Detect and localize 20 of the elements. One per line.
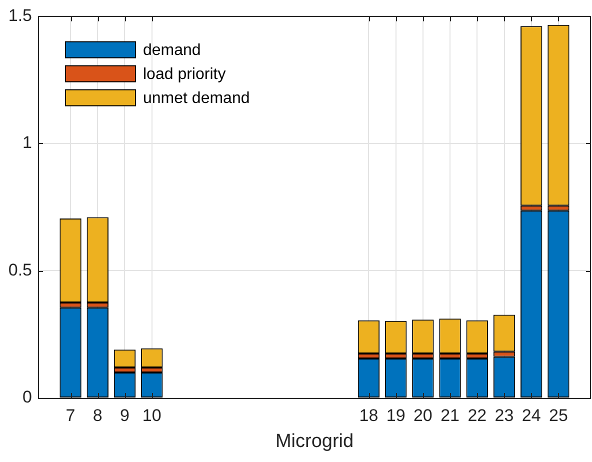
legend-label: demand <box>143 42 201 60</box>
legend-label: unmet demand <box>143 90 250 108</box>
x-tick-label: 7 <box>66 406 76 425</box>
x-tick-label: 8 <box>92 406 102 425</box>
y-tick-label: 0 <box>22 388 32 407</box>
x-tick-label: 10 <box>142 406 162 425</box>
x-tick-label: 9 <box>120 406 130 425</box>
y-tick-label: 1 <box>22 133 32 152</box>
legend-label: load priority <box>143 66 226 84</box>
x-tick-label: 20 <box>413 406 432 425</box>
x-tick-label: 18 <box>359 406 378 425</box>
x-tick-label: 22 <box>468 406 487 425</box>
x-tick-label: 25 <box>549 406 568 425</box>
y-tick-label: 0.5 <box>8 260 32 280</box>
x-tick-label: 19 <box>386 406 406 425</box>
x-tick-label: 24 <box>522 406 541 425</box>
x-tick-label: 23 <box>494 406 514 425</box>
y-tick-label: 1.5 <box>8 6 32 25</box>
x-tick-label: 21 <box>440 406 460 425</box>
x-axis-title: Microgrid <box>275 430 354 452</box>
